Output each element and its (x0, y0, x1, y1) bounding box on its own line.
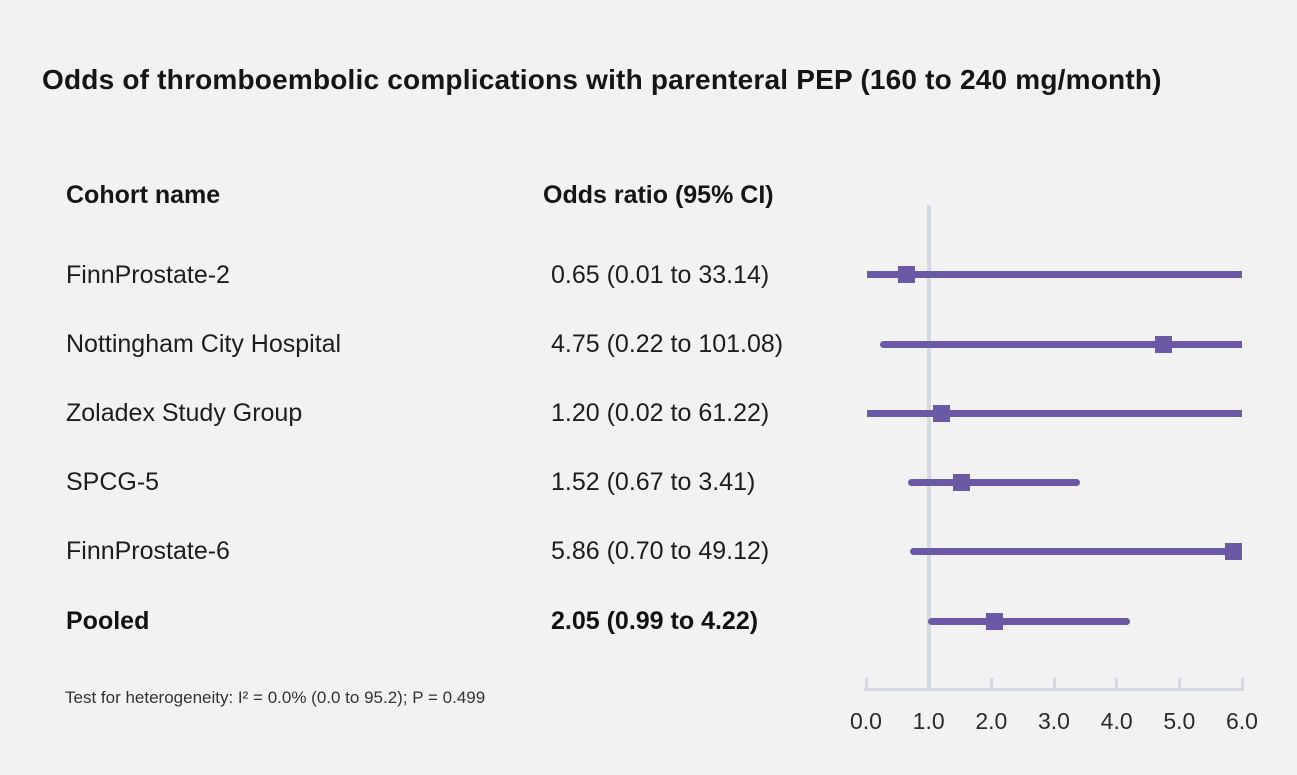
ci-bar-pooled (928, 617, 1131, 625)
row-value-finnprostate-2: 0.65 (0.01 to 33.14) (551, 261, 770, 289)
x-axis-tick-6.0 (1240, 678, 1244, 688)
row-value-pooled: 2.05 (0.99 to 4.22) (551, 607, 759, 635)
heterogeneity-footnote: Test for heterogeneity: I² = 0.0% (0.0 t… (65, 688, 486, 707)
x-axis-tick-label-5.0: 5.0 (1163, 708, 1196, 734)
ci-bar-spcg-5 (907, 478, 1080, 486)
or-marker-finnprostate-2 (898, 265, 916, 283)
row-value-finnprostate-6: 5.86 (0.70 to 49.12) (551, 537, 770, 565)
column-header-cohort-name: Cohort name (66, 181, 221, 209)
chart-title: Odds of thromboembolic complications wit… (42, 64, 1162, 95)
x-axis-tick-label-2.0: 2.0 (975, 708, 1008, 734)
row-label-nottingham: Nottingham City Hospital (66, 330, 342, 358)
x-axis-tick-1.0 (927, 678, 931, 688)
x-axis-tick-0.0 (864, 678, 868, 688)
or-marker-nottingham-city-hospital (1155, 335, 1173, 353)
row-label-pooled: Pooled (66, 607, 150, 635)
x-axis-tick-label-1.0: 1.0 (912, 708, 945, 734)
row-label-finnprostate-6: FinnProstate-6 (66, 537, 230, 565)
x-axis-tick-3.0 (1052, 678, 1056, 688)
reference-line-or-1 (926, 205, 931, 688)
or-marker-spcg-5 (952, 473, 970, 491)
row-label-zoladex: Zoladex Study Group (66, 399, 303, 427)
ci-bar-finnprostate-2 (866, 270, 1242, 278)
x-axis-tick-2.0 (989, 678, 993, 688)
row-value-spcg-5: 1.52 (0.67 to 3.41) (551, 468, 756, 496)
ci-bar-finnprostate-6 (909, 547, 1242, 555)
row-value-nottingham: 4.75 (0.22 to 101.08) (551, 330, 784, 358)
x-axis-tick-label-6.0: 6.0 (1226, 708, 1258, 734)
x-axis-tick-4.0 (1115, 678, 1119, 688)
row-label-finnprostate-2: FinnProstate-2 (66, 261, 230, 289)
x-axis-tick-label-3.0: 3.0 (1038, 708, 1070, 734)
x-axis-tick-label-0.0: 0.0 (850, 708, 882, 734)
row-value-zoladex: 1.20 (0.02 to 61.22) (551, 399, 770, 427)
or-marker-pooled (985, 612, 1003, 630)
x-axis-line (864, 688, 1244, 691)
x-axis-tick-5.0 (1177, 678, 1181, 688)
or-marker-zoladex-study-group (932, 404, 950, 422)
ci-bar-zoladex-study-group (867, 409, 1242, 417)
column-header-odds-ratio: Odds ratio (95% CI) (543, 181, 774, 209)
ci-bar-nottingham-city-hospital (879, 340, 1242, 348)
or-marker-finnprostate-6 (1224, 542, 1242, 560)
x-axis-tick-label-4.0: 4.0 (1100, 708, 1133, 734)
row-label-spcg-5: SPCG-5 (66, 468, 160, 496)
